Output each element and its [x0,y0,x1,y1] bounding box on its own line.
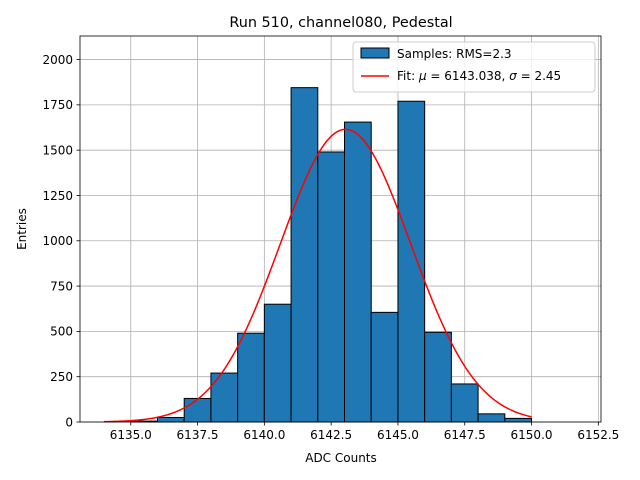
histogram-bar [210,372,239,423]
plot-frame [79,35,602,423]
histogram-bar [397,100,426,423]
x-tick-label: 6137.5 [177,428,219,442]
y-tick-label: 1500 [42,143,73,157]
y-axis-title: Entries [15,208,29,250]
y-axis-ticks: 0 250 500 750 1000 1250 1500 1750 2000 [42,53,80,429]
legend-histogram-label: Samples: RMS=2.3 [397,47,512,61]
histogram-bar [237,332,265,423]
y-tick-label: 1000 [42,234,73,248]
legend: Samples: RMS=2.3 Fit: μ = 6143.038, σ = … [352,41,596,93]
histogram-bar [317,151,346,423]
histogram-bar [477,413,506,423]
legend-histogram-swatch [360,47,390,59]
y-tick-label: 1250 [42,189,73,203]
x-axis-title: ADC Counts [305,451,377,465]
histogram-bar [450,383,479,423]
y-tick-label: 750 [50,279,73,293]
x-tick-label: 6140.0 [243,428,285,442]
y-tick-label: 2000 [42,53,73,67]
chart-title: Run 510, channel080, Pedestal [229,15,452,31]
y-tick-label: 250 [50,370,73,384]
histogram-bar [424,331,452,423]
histogram-bar [344,121,372,423]
histogram-bar [290,87,319,423]
histogram-bar [504,417,533,423]
x-tick-label: 6147.5 [444,428,486,442]
x-tick-label: 6152.5 [577,428,619,442]
legend-box [352,41,596,93]
legend-fit-label: Fit: μ = 6143.038, σ = 2.45 [397,69,561,83]
histogram-bars [130,87,533,423]
x-axis-ticks: 6135.0 6137.5 6140.0 6142.5 6145.0 6147.5 6150… [110,422,619,442]
fit-curve [104,128,532,423]
histogram-bar [183,397,212,423]
y-tick-label: 500 [50,325,73,339]
histogram-bar [370,311,399,423]
x-tick-label: 6150.0 [511,428,553,442]
histogram-bar [156,416,185,423]
x-tick-label: 6145.0 [377,428,419,442]
y-tick-label: 0 [65,415,73,429]
y-tick-label: 1750 [42,98,73,112]
histogram-bar [263,303,292,423]
x-tick-label: 6135.0 [110,428,152,442]
x-tick-label: 6142.5 [310,428,352,442]
